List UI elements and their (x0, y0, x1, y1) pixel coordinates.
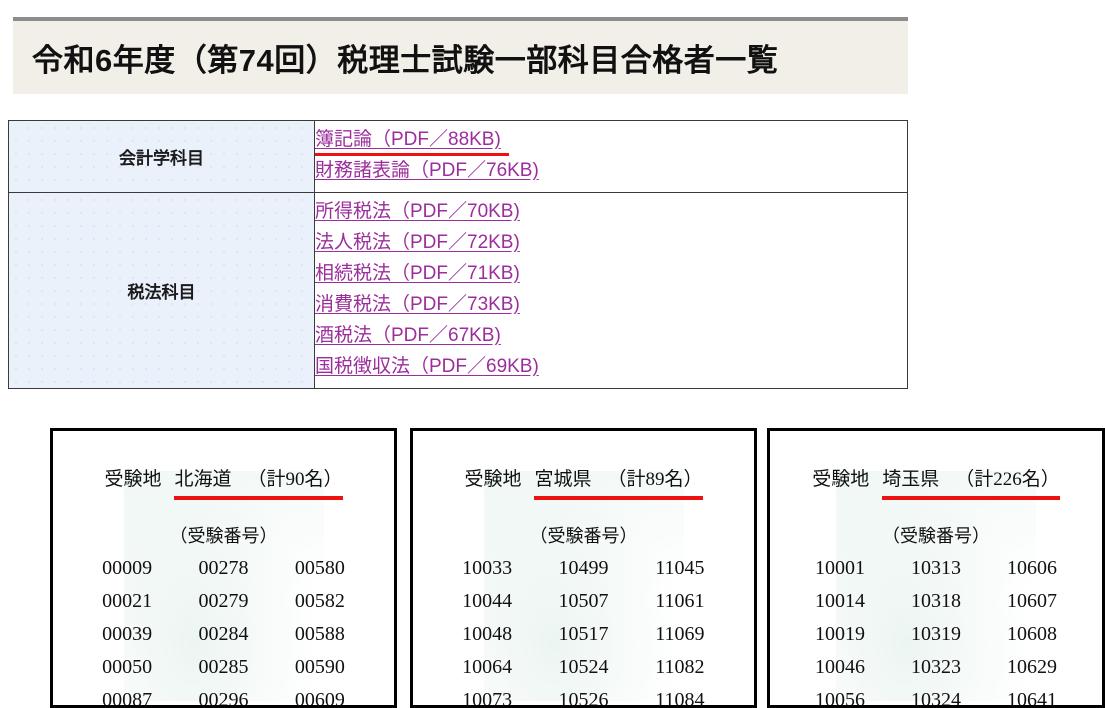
exam-number: 00582 (294, 590, 345, 612)
pdf-link-consumption-tax-law[interactable]: 消費税法（PDF／73KB) (315, 294, 520, 315)
pdf-link-income-tax-law[interactable]: 所得税法（PDF／70KB) (315, 201, 520, 222)
exam-number-grid-hokkaido: 00009 00278 00580 00021 00279 00582 0003… (53, 557, 394, 708)
links-cell-tax-law: 所得税法（PDF／70KB) 法人税法（PDF／72KB) 相続税法（PDF／7… (314, 192, 908, 389)
location-highlight-group: 北海道 （計90名） (174, 464, 343, 500)
exam-number: 10319 (911, 623, 961, 645)
location-label: 受験地 (812, 469, 870, 490)
location-count: （計226名） (955, 469, 1060, 490)
exam-number: 00588 (294, 623, 345, 645)
exam-number: 10073 (462, 689, 513, 708)
exam-number: 00284 (198, 623, 249, 645)
category-cell-accounting: 会計学科目 (8, 120, 315, 193)
exam-number: 10324 (911, 689, 961, 708)
table-row-tax-law: 税法科目 所得税法（PDF／70KB) 法人税法（PDF／72KB) 相続税法（… (8, 192, 908, 389)
exam-number: 10608 (1007, 623, 1057, 645)
exam-number: 10607 (1007, 590, 1057, 612)
pdf-link-inheritance-tax-law[interactable]: 相続税法（PDF／71KB) (315, 263, 520, 284)
exam-number: 10629 (1007, 656, 1057, 678)
result-panel-saitama: 受験地 埼玉県 （計226名） （受験番号） 10001 10313 10606 1… (767, 428, 1105, 708)
location-highlight-group: 宮城県 （計89名） (534, 464, 703, 500)
exam-number: 10507 (558, 590, 609, 612)
exam-number: 11045 (655, 557, 705, 579)
pdf-link-national-tax-collection-law[interactable]: 国税徴収法（PDF／69KB) (315, 356, 539, 377)
subject-table-body: 会計学科目 簿記論（PDF／88KB) 財務諸表論（PDF／76KB) 税法科目… (8, 120, 908, 389)
exam-number: 00009 (102, 557, 153, 579)
location-count: （計89名） (607, 469, 703, 490)
exam-number: 00279 (198, 590, 249, 612)
exam-number: 00087 (102, 689, 153, 708)
exam-number: 11084 (655, 689, 705, 708)
exam-number-grid-miyagi: 10033 10499 11045 10044 10507 11061 1004… (413, 557, 754, 708)
exam-number: 10318 (911, 590, 961, 612)
page-title-banner: 令和6年度（第74回）税理士試験一部科目合格者一覧 (13, 17, 908, 94)
location-highlight-group: 埼玉県 （計226名） (882, 464, 1060, 500)
pdf-link-financial-statements[interactable]: 財務諸表論（PDF／76KB) (315, 160, 539, 181)
exam-number: 10046 (815, 656, 865, 678)
exam-number: 10499 (558, 557, 609, 579)
exam-number: 10019 (815, 623, 865, 645)
exam-number: 10014 (815, 590, 865, 612)
exam-number: 10313 (911, 557, 961, 579)
location-name: 宮城県 (534, 469, 592, 490)
page-title: 令和6年度（第74回）税理士試験一部科目合格者一覧 (32, 43, 779, 78)
location-name: 埼玉県 (882, 469, 940, 490)
location-label: 受験地 (104, 469, 162, 490)
exam-number: 10323 (911, 656, 961, 678)
exam-number: 10001 (815, 557, 865, 579)
table-row-accounting: 会計学科目 簿記論（PDF／88KB) 財務諸表論（PDF／76KB) (8, 120, 908, 193)
pdf-link-bookkeeping[interactable]: 簿記論（PDF／88KB) (315, 129, 509, 156)
location-count: （計90名） (247, 469, 343, 490)
exam-number: 10526 (558, 689, 609, 708)
exam-number-header: （受験番号） (529, 526, 638, 546)
pdf-link-corporate-tax-law[interactable]: 法人税法（PDF／72KB) (315, 232, 520, 253)
exam-number: 00050 (102, 656, 153, 678)
exam-number: 00580 (294, 557, 345, 579)
location-name: 北海道 (174, 469, 232, 490)
exam-number: 00021 (102, 590, 153, 612)
panel-header-saitama: 受験地 埼玉県 （計226名） (770, 431, 1102, 500)
exam-number-header: （受験番号） (169, 526, 278, 546)
exam-number: 00590 (294, 656, 345, 678)
exam-number: 11069 (655, 623, 705, 645)
exam-number: 10048 (462, 623, 513, 645)
exam-number-header: （受験番号） (882, 526, 990, 546)
exam-number: 10033 (462, 557, 513, 579)
exam-number: 10517 (558, 623, 609, 645)
exam-number: 11082 (655, 656, 705, 678)
exam-number: 10606 (1007, 557, 1057, 579)
exam-number: 00609 (294, 689, 345, 708)
links-cell-accounting: 簿記論（PDF／88KB) 財務諸表論（PDF／76KB) (314, 120, 908, 193)
exam-number: 11061 (655, 590, 705, 612)
result-panel-hokkaido: 受験地 北海道 （計90名） （受験番号） 00009 00278 00580 00… (50, 428, 397, 708)
exam-number: 10056 (815, 689, 865, 708)
result-panel-miyagi: 受験地 宮城県 （計89名） （受験番号） 10033 10499 11045 10… (410, 428, 757, 708)
location-label: 受験地 (464, 469, 522, 490)
pdf-link-liquor-tax-law[interactable]: 酒税法（PDF／67KB) (315, 325, 501, 346)
exam-number: 00278 (198, 557, 249, 579)
subject-links-table: 会計学科目 簿記論（PDF／88KB) 財務諸表論（PDF／76KB) 税法科目… (8, 120, 908, 389)
exam-number: 00039 (102, 623, 153, 645)
exam-number: 10044 (462, 590, 513, 612)
exam-number: 10641 (1007, 689, 1057, 708)
exam-number: 00296 (198, 689, 249, 708)
exam-number: 00285 (198, 656, 249, 678)
exam-number: 10524 (558, 656, 609, 678)
panel-header-miyagi: 受験地 宮城県 （計89名） (413, 431, 754, 500)
category-cell-tax-law: 税法科目 (8, 192, 315, 389)
panel-header-hokkaido: 受験地 北海道 （計90名） (53, 431, 394, 500)
exam-number: 10064 (462, 656, 513, 678)
exam-number-grid-saitama: 10001 10313 10606 10014 10318 10607 1001… (770, 557, 1102, 708)
